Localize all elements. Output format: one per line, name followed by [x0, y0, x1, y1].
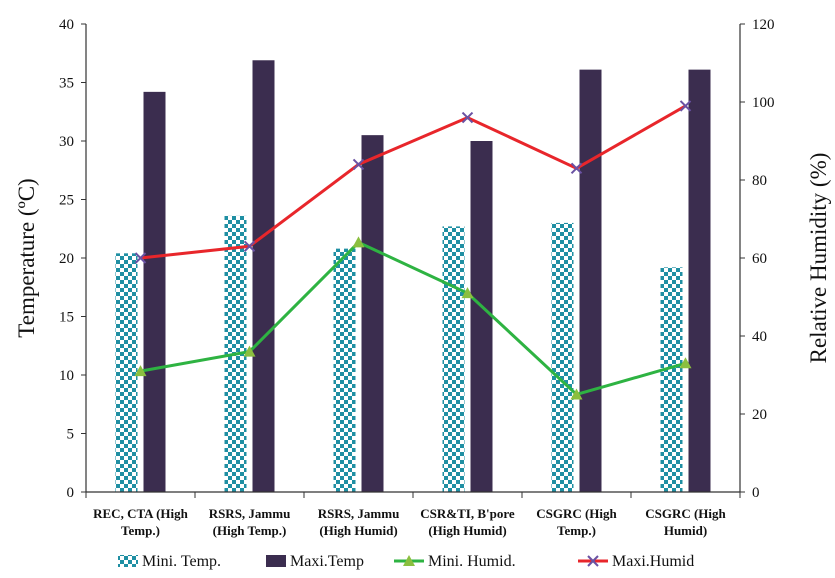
- category-label-line: REC, CTA (High: [93, 506, 189, 521]
- point-mini-humid: [679, 357, 692, 369]
- category-label-line: Temp.): [121, 523, 160, 538]
- point-maxi-humid: [679, 100, 692, 112]
- left-tick-label: 15: [59, 310, 74, 326]
- category-label-line: (High Humid): [319, 523, 397, 538]
- category-label-line: CSGRC (High: [536, 506, 617, 521]
- marker-stroke: [243, 240, 256, 253]
- point-maxi-humid: [134, 252, 147, 264]
- category-label: RSRS, Jammu (High Humid): [318, 506, 400, 538]
- right-tick-label: 60: [752, 251, 767, 267]
- bar-maxi-temp: [252, 60, 275, 493]
- category-label: CSR&TI, B'pore (High Humid): [420, 506, 515, 538]
- legend-label: Mini. Temp.: [142, 553, 221, 570]
- left-tick-label: 25: [59, 193, 74, 209]
- left-tick-label: 20: [59, 251, 74, 267]
- point-mini-humid: [461, 287, 474, 299]
- bar-maxi-temp: [470, 141, 493, 492]
- left-tick-label: 0: [67, 485, 75, 501]
- left-tick-label: 30: [59, 134, 74, 150]
- bar-mini-temp: [442, 226, 465, 492]
- category-label-line: (High Humid): [428, 523, 506, 538]
- marker-stroke: [134, 252, 147, 264]
- right-tick-label: 100: [752, 95, 775, 111]
- bar-maxi-temp: [143, 91, 166, 493]
- legend-item-mini-temp: Mini. Temp.: [118, 553, 221, 570]
- right-axis-title: Relative Humidity (%): [806, 153, 831, 364]
- category-label-line: CSGRC (High: [645, 506, 726, 521]
- point-maxi-humid: [570, 162, 583, 175]
- category-label-line: Humid): [664, 523, 707, 538]
- category-label-line: (High Temp.): [213, 523, 287, 538]
- left-axis-title: Temperature (ºC): [14, 178, 39, 337]
- line-series-group: [134, 100, 692, 400]
- point-mini-humid: [243, 345, 256, 357]
- legend-marker: [403, 555, 415, 566]
- left-tick-label: 40: [59, 17, 74, 33]
- legend-label: Mini. Humid.: [428, 553, 516, 570]
- category-label: CSGRC (High Temp.): [536, 506, 617, 538]
- point-mini-humid: [570, 388, 583, 400]
- legend-label: Maxi.Humid: [612, 553, 694, 570]
- point-maxi-humid: [243, 240, 256, 253]
- right-tick-label: 120: [752, 17, 775, 33]
- category-label: REC, CTA (High Temp.): [93, 506, 189, 538]
- category-label-line: CSR&TI, B'pore: [420, 506, 515, 521]
- line-maxi-humid: [140, 104, 687, 260]
- marker-stroke: [570, 162, 583, 175]
- bar-mini-temp: [115, 253, 138, 492]
- right-tick-label: 0: [752, 485, 760, 501]
- category-label-line: Temp.): [557, 523, 596, 538]
- left-tick-label: 10: [59, 368, 74, 384]
- category-labels: REC, CTA (High Temp.) RSRS, Jammu (High Tem…: [93, 506, 726, 538]
- bar-maxi-temp: [579, 69, 602, 492]
- right-tick-label: 80: [752, 173, 767, 189]
- right-tick-label: 20: [752, 407, 767, 423]
- axes-group: [85, 24, 741, 498]
- bar-maxi-temp: [361, 135, 384, 492]
- left-tick-label: 35: [59, 76, 74, 92]
- legend-label: Maxi.Temp: [290, 553, 364, 570]
- right-tick-label: 40: [752, 329, 767, 345]
- marker-stroke: [352, 158, 365, 171]
- bar-mini-temp: [551, 222, 574, 492]
- legend-item-mini-humid: Mini. Humid.: [394, 553, 516, 570]
- bar-mini-temp: [333, 248, 356, 492]
- point-mini-humid: [352, 236, 365, 248]
- legend-item-maxi-temp: Maxi.Temp: [266, 553, 364, 570]
- left-axis-ticks: 0 5 10 15 20 25 30 35 40: [59, 17, 86, 501]
- legend-marker: [587, 555, 599, 567]
- point-mini-humid: [134, 365, 147, 377]
- category-label: CSGRC (High Humid): [645, 506, 726, 538]
- point-maxi-humid: [352, 158, 365, 171]
- legend-item-maxi-humid: Maxi.Humid: [578, 553, 694, 570]
- category-label-line: RSRS, Jammu: [318, 506, 400, 521]
- legend-swatch: [118, 555, 138, 567]
- bar-maxi-temp: [688, 69, 711, 492]
- legend: Mini. Temp. Maxi.Temp Mini. Humid. Maxi.Hum…: [118, 553, 694, 570]
- left-tick-label: 5: [67, 427, 75, 443]
- marker-stroke: [679, 100, 692, 112]
- right-axis-ticks: 0 20 40 60 80 100 120: [740, 17, 775, 501]
- line-mini-humid: [140, 240, 686, 397]
- marker-stroke: [461, 111, 474, 124]
- bar-series-group: [115, 60, 711, 493]
- legend-swatch: [266, 555, 286, 567]
- point-maxi-humid: [461, 111, 474, 124]
- category-label-line: RSRS, Jammu: [209, 506, 291, 521]
- bar-mini-temp: [660, 267, 683, 492]
- category-label: RSRS, Jammu (High Temp.): [209, 506, 291, 538]
